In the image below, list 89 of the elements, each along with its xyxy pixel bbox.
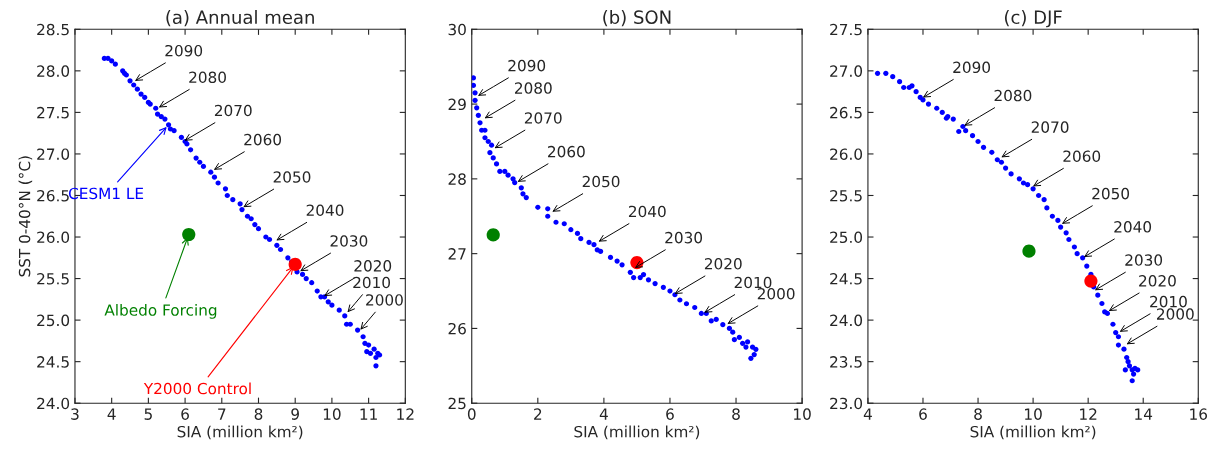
x-tick-label: 6 [919, 408, 927, 420]
y-tick-label: 25.0 [37, 314, 70, 327]
x-tick-label: 14 [1135, 408, 1153, 420]
y-tick-label: 26.5 [37, 189, 69, 202]
annotation: 2050 [273, 171, 311, 183]
annotation: 2040 [306, 204, 344, 216]
annotation: 2090 [165, 44, 203, 57]
y-tick-label: 27.5 [830, 23, 862, 36]
annotation: 2070 [214, 104, 252, 117]
annotation: 2080 [994, 89, 1032, 102]
y-tick-label: 27.0 [830, 65, 863, 77]
y-tick-label: 25 [448, 397, 466, 410]
annotation: 2090 [953, 61, 991, 74]
annotation: 2060 [244, 133, 282, 146]
y-tick-label: 26.5 [830, 106, 862, 119]
y-tick-label: 23.0 [830, 397, 863, 410]
x-tick-label: 4 [107, 408, 116, 420]
x-tick-label: 8 [974, 408, 982, 420]
x-tick-label: 12 [397, 408, 414, 420]
y-tick-label: 23.5 [830, 356, 862, 368]
x-tick-label: 4 [599, 408, 608, 420]
y-tick-label: 24.5 [830, 273, 862, 285]
annotation: 2080 [514, 82, 552, 94]
annotation: 2020 [704, 258, 742, 270]
x-tick-label: 9 [291, 408, 299, 420]
y-tick-label: 26.0 [830, 148, 863, 160]
chart-title: (a) Annual mean [166, 10, 314, 27]
chart-title: (c) DJF [1004, 10, 1062, 28]
annotation: 2050 [582, 175, 620, 188]
y-axis-title: SST 0-40°N (°C) [18, 156, 33, 277]
x-tick-label: 10 [323, 408, 341, 420]
y-tick-label: 24.0 [830, 314, 863, 327]
annotation: 2070 [524, 112, 562, 124]
x-tick-label: 11 [360, 408, 377, 420]
y-tick-label: 27.5 [37, 106, 69, 119]
annotation: 2010 [1150, 295, 1187, 308]
x-tick-label: 12 [1080, 408, 1097, 420]
y-tick-label: 24.5 [37, 356, 69, 368]
annotation: 2040 [628, 205, 666, 218]
x-tick-label: 7 [218, 408, 226, 420]
x-axis-title: SIA (million km²) [177, 425, 303, 440]
text: CESM1 LE [68, 187, 144, 200]
x-tick-label: 2 [534, 408, 542, 420]
y-tick-label: 25.5 [830, 189, 862, 202]
annotation: 2050 [1092, 187, 1130, 200]
annotation: 2010 [353, 276, 391, 289]
x-tick-label: 8 [254, 408, 263, 420]
annotation: 2000 [1157, 308, 1194, 320]
y-tick-label: 25.5 [37, 273, 69, 285]
x-tick-label: 0 [467, 408, 476, 420]
y-tick-label: 26.0 [37, 231, 70, 244]
annotation: 2070 [1031, 121, 1069, 133]
annotation: 2030 [665, 231, 703, 244]
y-tick-label: 26 [448, 322, 466, 335]
y-tick-label: 25.0 [830, 231, 863, 244]
x-tick-label: 3 [71, 408, 79, 420]
y-tick-label: 29 [448, 98, 466, 111]
x-axis-title: SIA (million km²) [970, 425, 1096, 440]
x-tick-label: 4 [863, 408, 872, 420]
annotation: 2020 [1139, 275, 1176, 287]
x-tick-label: 5 [144, 408, 152, 420]
x-tick-label: 16 [1190, 408, 1208, 420]
annotation: 2000 [366, 294, 403, 306]
annotation: 2080 [189, 71, 226, 84]
y-tick-label: 30 [448, 23, 466, 36]
y-tick-label: 28.5 [37, 23, 69, 36]
y-tick-label: 28 [448, 173, 466, 185]
annotation: 2030 [1125, 254, 1163, 266]
chart-title: (b) SON [603, 10, 671, 27]
annotation: 2010 [734, 276, 772, 289]
text: Y2000 Control [143, 382, 251, 395]
annotation: 2020 [354, 260, 392, 272]
y-tick-label: 27.0 [37, 148, 70, 160]
x-tick-label: 6 [181, 408, 189, 420]
x-tick-label: 10 [794, 408, 811, 420]
annotation: 2090 [508, 59, 546, 72]
x-tick-label: 8 [732, 408, 740, 420]
annotation: 2040 [1114, 221, 1152, 233]
x-tick-label: 10 [1025, 408, 1042, 420]
annotation: 2060 [548, 145, 585, 158]
y-tick-label: 28.0 [37, 65, 70, 77]
x-axis-title: SIA (million km²) [574, 425, 700, 440]
annotation: 2030 [330, 235, 368, 247]
annotation: 2060 [1063, 150, 1101, 162]
y-tick-label: 24.0 [37, 397, 70, 410]
text: Albedo Forcing [104, 303, 217, 319]
y-tick-label: 27 [448, 248, 466, 260]
annotation: 2000 [757, 287, 795, 300]
x-tick-label: 6 [666, 408, 674, 420]
